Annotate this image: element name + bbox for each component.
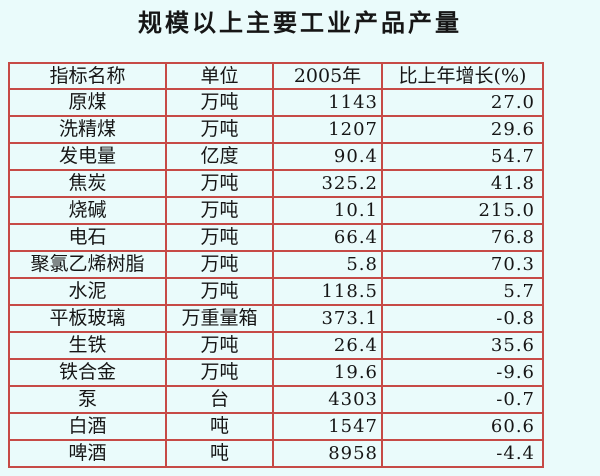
table-row: 聚氯乙烯树脂 万吨 5.8 70.3 bbox=[8, 250, 544, 279]
value-2005-cell: 66.4 bbox=[272, 223, 383, 252]
growth-cell: -4.4 bbox=[381, 439, 544, 468]
unit-cell: 万吨 bbox=[165, 250, 274, 279]
value-2005-cell: 325.2 bbox=[272, 169, 383, 198]
value-2005-cell: 373.1 bbox=[272, 304, 383, 333]
table-body: 原煤 万吨 1143 27.0 洗精煤 万吨 1207 29.6 发电量 亿度 90.4 54.7 焦炭… bbox=[8, 88, 544, 468]
unit-cell: 万吨 bbox=[165, 223, 274, 252]
table-row: 泵台 4303 -0.7 bbox=[8, 385, 544, 414]
unit-cell: 万吨 bbox=[165, 331, 274, 360]
value-2005-cell: 90.4 bbox=[272, 142, 383, 171]
unit-cell: 亿度 bbox=[165, 142, 274, 171]
value-2005-cell: 8958 bbox=[272, 439, 383, 468]
value-2005-cell: 1207 bbox=[272, 115, 383, 144]
unit-cell: 万吨 bbox=[165, 88, 274, 117]
growth-cell: 27.0 bbox=[381, 88, 544, 117]
header-year-2005: 2005年 bbox=[272, 62, 383, 90]
unit-cell: 吨 bbox=[165, 439, 274, 468]
table-row: 啤酒吨 8958 -4.4 bbox=[8, 439, 544, 468]
header-growth: 比上年增长(%) bbox=[381, 62, 544, 90]
table-row: 水泥 万吨 118.5 5.7 bbox=[8, 277, 544, 306]
growth-cell: 70.3 bbox=[381, 250, 544, 279]
growth-cell: -9.6 bbox=[381, 358, 544, 387]
unit-cell: 万重量箱 bbox=[165, 304, 274, 333]
table-row: 生铁 万吨 26.4 35.6 bbox=[8, 331, 544, 360]
table-row: 焦炭 万吨 325.2 41.8 bbox=[8, 169, 544, 198]
value-2005-cell: 4303 bbox=[272, 385, 383, 414]
unit-cell: 万吨 bbox=[165, 196, 274, 225]
unit-cell: 万吨 bbox=[165, 358, 274, 387]
growth-cell: 29.6 bbox=[381, 115, 544, 144]
indicator-name-cell: 啤酒 bbox=[8, 439, 167, 468]
table-row: 原煤 万吨 1143 27.0 bbox=[8, 88, 544, 117]
value-2005-cell: 5.8 bbox=[272, 250, 383, 279]
table-row: 烧碱 万吨 10.1 215.0 bbox=[8, 196, 544, 225]
growth-cell: 60.6 bbox=[381, 412, 544, 441]
indicator-name-cell: 泵 bbox=[8, 385, 167, 414]
table-row: 白酒吨 1547 60.6 bbox=[8, 412, 544, 441]
value-2005-cell: 1547 bbox=[272, 412, 383, 441]
table-header: 指标名称 单位 2005年 比上年增长(%) bbox=[8, 62, 544, 90]
growth-cell: 5.7 bbox=[381, 277, 544, 306]
value-2005-cell: 26.4 bbox=[272, 331, 383, 360]
growth-cell: 35.6 bbox=[381, 331, 544, 360]
header-indicator-name: 指标名称 bbox=[8, 62, 167, 90]
growth-cell: -0.8 bbox=[381, 304, 544, 333]
table-row: 电石 万吨 66.4 76.8 bbox=[8, 223, 544, 252]
value-2005-cell: 19.6 bbox=[272, 358, 383, 387]
growth-cell: -0.7 bbox=[381, 385, 544, 414]
indicator-name-cell: 发电量 bbox=[8, 142, 167, 171]
value-2005-cell: 10.1 bbox=[272, 196, 383, 225]
unit-cell: 万吨 bbox=[165, 115, 274, 144]
indicator-name-cell: 水泥 bbox=[8, 277, 167, 306]
table-row: 铁合金 万吨 19.6 -9.6 bbox=[8, 358, 544, 387]
indicator-name-cell: 平板玻璃 bbox=[8, 304, 167, 333]
indicator-name-cell: 聚氯乙烯树脂 bbox=[8, 250, 167, 279]
table-row: 洗精煤 万吨 1207 29.6 bbox=[8, 115, 544, 144]
indicator-name-cell: 生铁 bbox=[8, 331, 167, 360]
value-2005-cell: 118.5 bbox=[272, 277, 383, 306]
page-title: 规模以上主要工业产品产量 bbox=[138, 8, 462, 37]
indicator-name-cell: 原煤 bbox=[8, 88, 167, 117]
indicator-name-cell: 白酒 bbox=[8, 412, 167, 441]
unit-cell: 万吨 bbox=[165, 277, 274, 306]
header-row: 指标名称 单位 2005年 比上年增长(%) bbox=[8, 62, 544, 90]
growth-cell: 215.0 bbox=[381, 196, 544, 225]
growth-cell: 41.8 bbox=[381, 169, 544, 198]
indicator-name-cell: 焦炭 bbox=[8, 169, 167, 198]
unit-cell: 吨 bbox=[165, 412, 274, 441]
indicator-name-cell: 洗精煤 bbox=[8, 115, 167, 144]
indicator-name-cell: 电石 bbox=[8, 223, 167, 252]
indicator-name-cell: 烧碱 bbox=[8, 196, 167, 225]
header-unit: 单位 bbox=[165, 62, 274, 90]
table-row: 发电量 亿度 90.4 54.7 bbox=[8, 142, 544, 171]
unit-cell: 台 bbox=[165, 385, 274, 414]
unit-cell: 万吨 bbox=[165, 169, 274, 198]
industrial-output-table: 指标名称 单位 2005年 比上年增长(%) 原煤 万吨 1143 27.0 洗精煤 万吨… bbox=[8, 62, 544, 468]
table-row: 平板玻璃 万重量箱 373.1 -0.8 bbox=[8, 304, 544, 333]
growth-cell: 76.8 bbox=[381, 223, 544, 252]
value-2005-cell: 1143 bbox=[272, 88, 383, 117]
growth-cell: 54.7 bbox=[381, 142, 544, 171]
indicator-name-cell: 铁合金 bbox=[8, 358, 167, 387]
